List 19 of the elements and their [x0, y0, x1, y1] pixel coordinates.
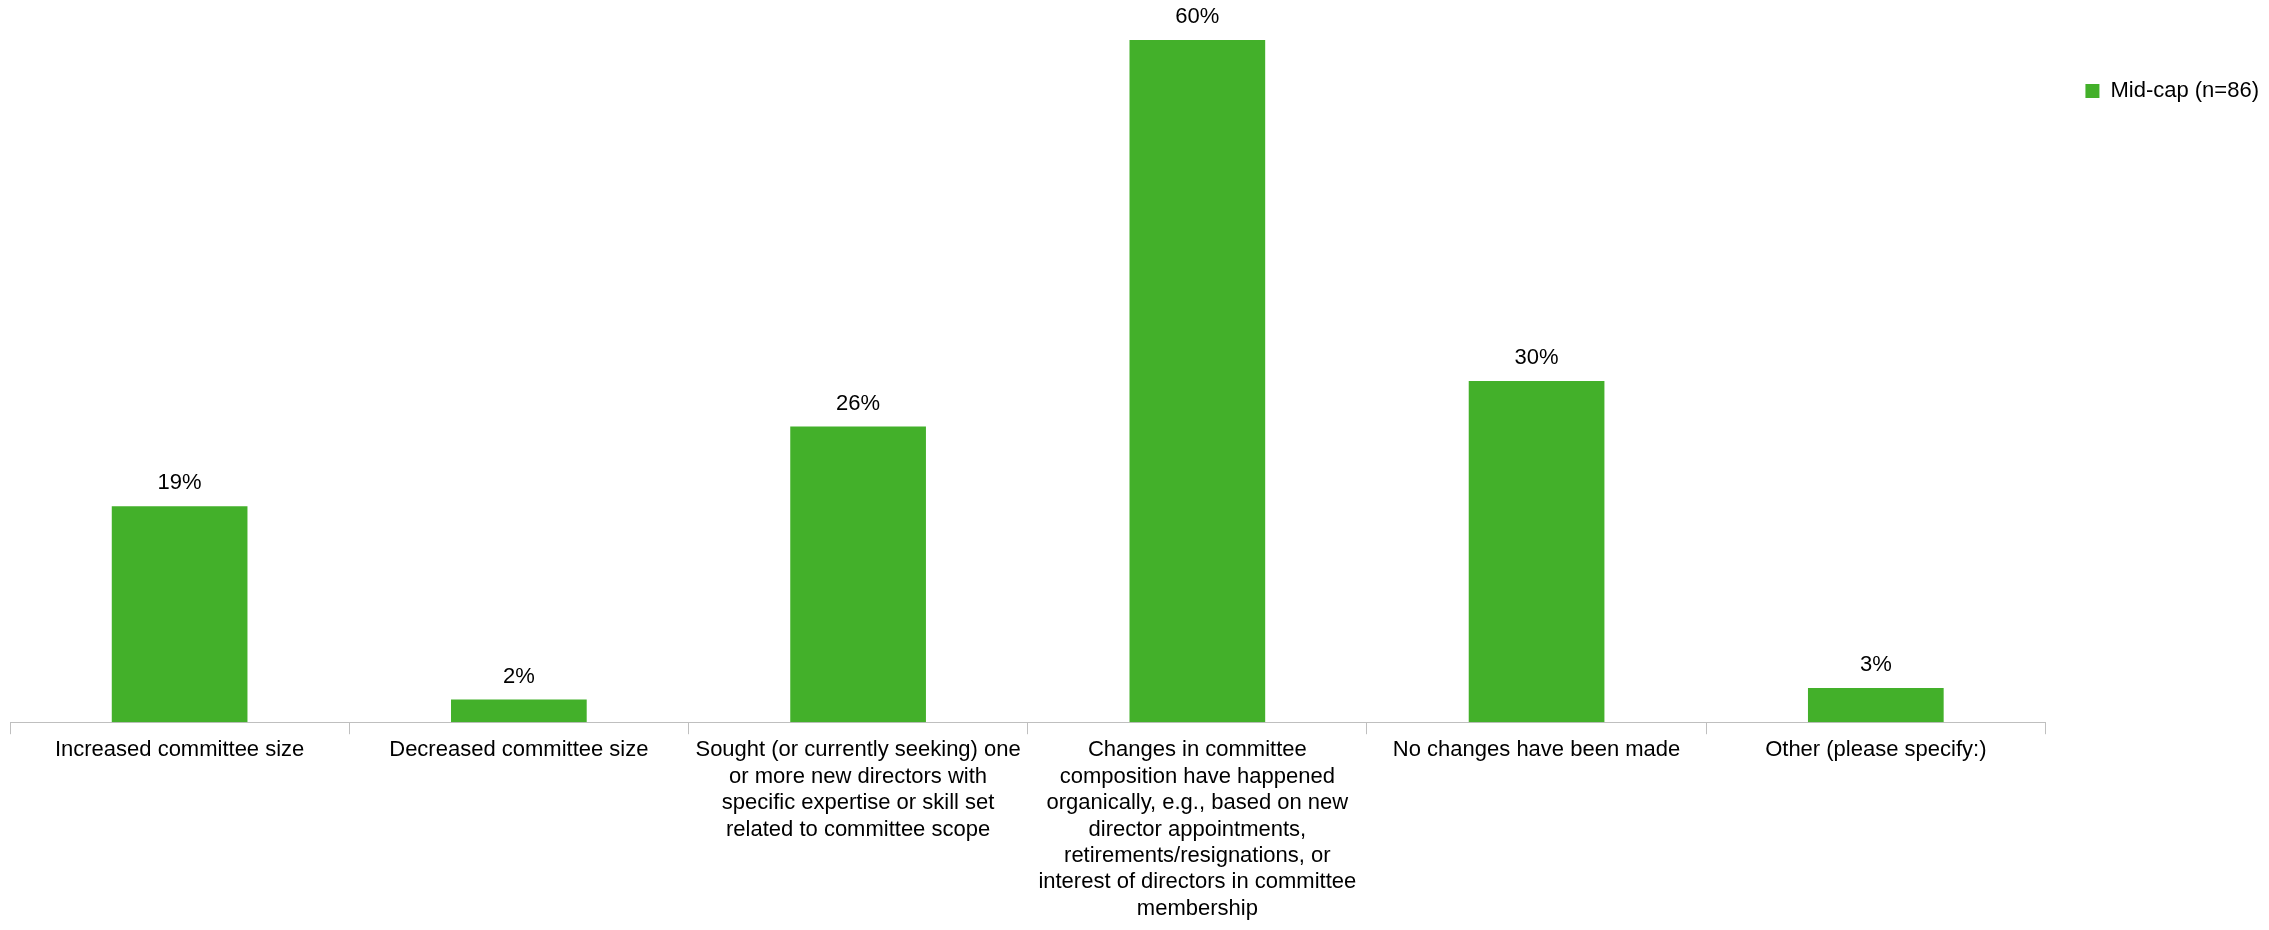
bar	[1807, 688, 1944, 723]
data-label: 26%	[836, 389, 881, 415]
x-tick-label: Increased committee size	[54, 736, 305, 762]
bar	[1468, 381, 1605, 723]
data-label: 3%	[1859, 651, 1892, 677]
x-tick-label: No changes have been made	[1392, 736, 1681, 762]
data-label: 2%	[502, 662, 535, 688]
bar	[1129, 40, 1266, 723]
bar	[451, 699, 587, 723]
data-label: 30%	[1514, 344, 1559, 370]
x-tick-label: Decreased committee size	[389, 736, 649, 762]
data-label: 60%	[1175, 3, 1220, 29]
x-tick-label: Sought (or currently seeking) one or more new directors with specific expertise or skill set related to committee scope	[695, 736, 1021, 841]
data-label: 19%	[157, 469, 202, 495]
x-tick-label: Changes in committee composition have happened organically, e.g., based on new director appointments, retirements/resignations, or interest of directors in committee membership	[1038, 736, 1357, 920]
bar	[790, 426, 926, 723]
legend-label: Mid-cap (n=86)	[2110, 77, 2260, 103]
x-tick-label: Other (please specify:)	[1765, 736, 1987, 762]
bar	[111, 506, 248, 723]
